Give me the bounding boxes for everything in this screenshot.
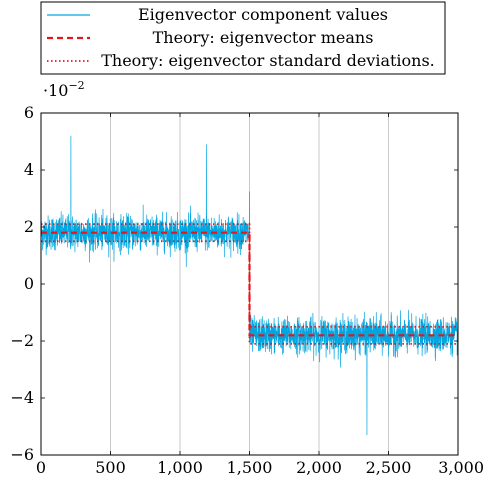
legend-label-theory-means: Theory: eigenvector means xyxy=(153,28,374,47)
x-tick-label: 1,000 xyxy=(157,458,203,477)
y-tick-labels: −6 −4 −2 0 2 4 6 xyxy=(10,103,34,464)
series-line-eigenvector-values xyxy=(40,135,459,436)
y-tick-label: 6 xyxy=(24,103,34,122)
series-line-theory-std-1 xyxy=(41,240,458,345)
legend-label-eigenvector-values: Eigenvector component values xyxy=(138,5,388,24)
y-tick-label: 4 xyxy=(24,160,34,179)
y-scale-multiplier: ·10−2 xyxy=(43,79,85,100)
x-tick-label: 2,000 xyxy=(296,458,342,477)
y-tick-label: −2 xyxy=(10,331,34,350)
ticks xyxy=(40,112,459,456)
legend-label-theory-std: Theory: eigenvector standard deviations. xyxy=(101,51,435,70)
series-theory-std xyxy=(41,223,458,345)
series-line-theory-std-0 xyxy=(41,223,458,328)
x-tick-labels: 0 500 1,000 1,500 2,000 2,500 3,000 xyxy=(36,458,484,477)
legend-box xyxy=(40,1,446,75)
legend: Eigenvector component values Theory: eig… xyxy=(40,1,446,75)
x-tick-label: 3,000 xyxy=(438,458,484,477)
x-tick-label: 2,500 xyxy=(366,458,412,477)
series-eigenvector-values xyxy=(40,135,459,436)
x-tick-label: 0 xyxy=(36,458,46,477)
y-tick-label: 2 xyxy=(24,217,34,236)
y-tick-label: 0 xyxy=(24,274,34,293)
x-tick-label: 1,500 xyxy=(227,458,273,477)
series-theory-means xyxy=(41,231,458,337)
x-tick-label: 500 xyxy=(95,458,126,477)
y-tick-label: −6 xyxy=(10,445,34,464)
y-tick-label: −4 xyxy=(10,388,34,407)
series-line-theory-means xyxy=(41,231,458,337)
